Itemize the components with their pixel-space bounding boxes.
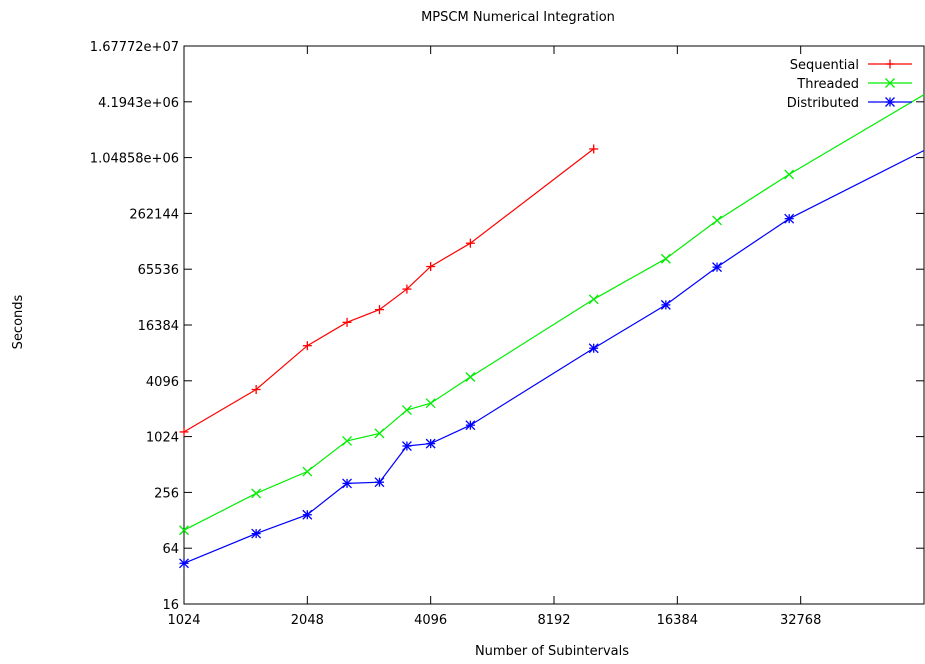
data-point-threaded: [251, 488, 262, 499]
x-axis-label: Number of Subintervals: [475, 644, 629, 659]
series-line-threaded: [183, 94, 925, 531]
series-threaded: [179, 94, 925, 536]
legend: Sequential Threaded Distributed: [787, 58, 912, 111]
x-tick-label: 32768: [780, 613, 821, 628]
data-point-threaded: [401, 405, 412, 416]
legend-marker-sequential: [885, 59, 895, 69]
data-point-threaded: [425, 398, 436, 409]
y-tick-label: 1.67772e+07: [90, 40, 179, 55]
y-tick-label: 4096: [146, 375, 179, 390]
x-tick-label: 2048: [291, 613, 324, 628]
x-tick-label: 16384: [657, 613, 698, 628]
y-tick-label: 16384: [138, 319, 179, 334]
data-point-distributed: [660, 299, 671, 310]
legend-label-threaded: Threaded: [796, 77, 859, 92]
data-point-distributed: [425, 438, 436, 449]
y-tick-label: 1.04858e+06: [90, 152, 179, 167]
x-tick-label: 8192: [537, 613, 570, 628]
data-point-sequential: [374, 305, 384, 315]
data-point-distributed: [374, 477, 385, 488]
data-point-distributed: [712, 262, 722, 273]
chart-title: MPSCM Numerical Integration: [421, 10, 615, 25]
y-tick-label: 1024: [146, 431, 179, 446]
data-point-distributed: [401, 441, 412, 451]
data-point-sequential: [589, 144, 599, 154]
data-point-sequential: [402, 284, 412, 294]
y-tick-label: 256: [154, 486, 179, 501]
x-tick-label: 1024: [167, 613, 200, 628]
data-point-threaded: [660, 253, 671, 264]
data-point-distributed: [588, 343, 599, 354]
data-point-threaded: [179, 525, 189, 536]
y-tick-label: 16: [162, 598, 179, 613]
legend-label-sequential: Sequential: [790, 58, 859, 73]
data-point-sequential: [342, 317, 352, 327]
data-point-threaded: [712, 215, 722, 226]
data-point-sequential: [251, 384, 261, 394]
data-point-distributed: [465, 420, 476, 431]
y-tick-label: 65536: [138, 263, 179, 278]
x-axis: 1024 2048 4096 8192 16384 32768: [167, 46, 821, 628]
data-point-distributed: [342, 478, 352, 489]
data-point-distributed: [251, 528, 262, 539]
legend-marker-distributed: [885, 97, 895, 107]
series-sequential: [179, 144, 599, 437]
data-point-distributed: [302, 509, 313, 520]
data-point-sequential: [465, 238, 475, 248]
y-axis-label: Seconds: [11, 294, 26, 349]
y-tick-label: 64: [162, 542, 179, 557]
y-axis: 16 64 256 1024 4096 16384 65536 262144 1.04858e+…: [90, 40, 924, 613]
data-point-threaded: [465, 372, 476, 382]
legend-label-distributed: Distributed: [787, 96, 859, 111]
legend-marker-threaded: [885, 78, 895, 88]
x-tick-label: 4096: [414, 613, 447, 628]
data-point-threaded: [374, 428, 385, 439]
series-layer: [179, 94, 925, 569]
y-tick-label: 262144: [129, 207, 179, 222]
data-point-sequential: [302, 341, 312, 351]
data-point-threaded: [784, 169, 795, 180]
data-point-threaded: [302, 466, 313, 477]
data-point-sequential: [426, 262, 436, 272]
series-line-sequential: [183, 148, 595, 433]
data-point-sequential: [179, 427, 189, 437]
data-point-threaded: [342, 435, 352, 446]
data-point-distributed: [179, 558, 189, 569]
data-point-distributed: [784, 213, 795, 224]
data-point-threaded: [588, 294, 599, 305]
y-tick-label: 4.1943e+06: [98, 96, 179, 111]
series-distributed: [179, 149, 925, 569]
